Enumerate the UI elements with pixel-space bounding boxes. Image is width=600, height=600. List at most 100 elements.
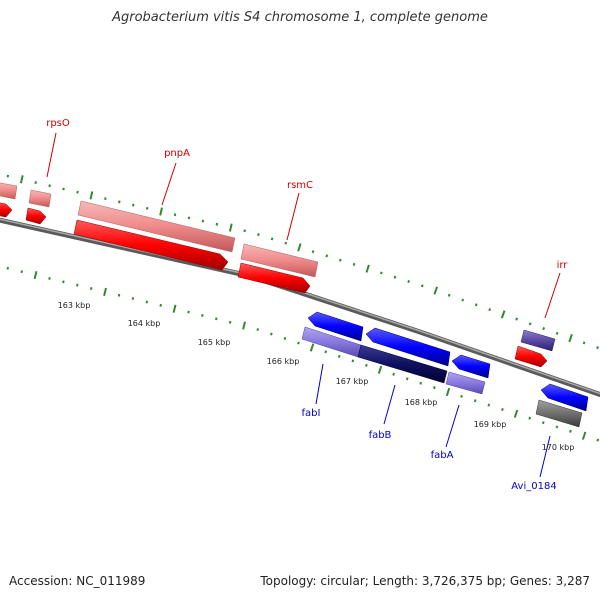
minor-tick (365, 363, 368, 367)
major-tick (19, 175, 24, 184)
minor-tick (118, 200, 121, 204)
minor-tick (89, 287, 93, 290)
minor-tick (419, 381, 423, 385)
minor-tick (145, 206, 149, 210)
gene-feature[interactable] (25, 207, 47, 225)
gene-feature[interactable] (237, 262, 311, 294)
minor-tick (473, 399, 477, 403)
minor-tick (270, 237, 274, 241)
minor-tick (324, 350, 328, 354)
gene-feature[interactable] (73, 219, 229, 271)
major-tick (172, 304, 177, 313)
minor-tick (420, 284, 424, 288)
minor-tick (542, 327, 546, 331)
minor-tick (380, 271, 383, 275)
gene-feature[interactable] (240, 243, 319, 278)
scale-label-163: 163 kbp (58, 301, 91, 310)
gene-label-faba[interactable]: fabA (431, 450, 454, 461)
minor-tick (243, 229, 246, 233)
scale-label-169: 169 kbp (474, 420, 507, 429)
gene-feature[interactable] (0, 202, 13, 218)
minor-tick (6, 174, 10, 178)
accession-label: Accession: NC_011989 (9, 574, 146, 588)
minor-tick (62, 187, 65, 191)
gene-feature[interactable] (535, 399, 583, 428)
minor-tick (488, 308, 492, 312)
gene-feature[interactable] (357, 344, 448, 384)
minor-tick (393, 275, 397, 279)
scale-label-165: 165 kbp (198, 338, 231, 347)
gene-feature[interactable] (445, 371, 486, 395)
outer-tick-ring (6, 174, 599, 350)
scale-label-167: 167 kbp (336, 377, 369, 386)
minor-tick (48, 184, 51, 188)
minor-tick (173, 213, 177, 217)
minor-tick (34, 181, 37, 185)
major-tick (513, 409, 519, 418)
gene-label-irr[interactable]: irr (557, 260, 569, 271)
gene-label-avi-0184[interactable]: Avi_0184 (511, 481, 556, 492)
minor-tick (283, 336, 287, 341)
minor-tick (460, 394, 463, 398)
gene-feature[interactable] (0, 182, 18, 200)
minor-tick (325, 254, 329, 258)
minor-tick (132, 203, 135, 207)
scale-label-170: 170 kbp (542, 443, 575, 452)
minor-tick (131, 297, 135, 301)
major-tick (297, 243, 302, 252)
inner-tick-ring (6, 266, 600, 442)
minor-tick (392, 372, 395, 376)
scale-label-166: 166 kbp (267, 357, 300, 366)
major-tick (33, 270, 38, 280)
minor-tick (515, 317, 519, 321)
minor-tick (104, 197, 107, 201)
minor-tick (461, 298, 465, 302)
minor-tick (215, 222, 219, 226)
major-tick (159, 207, 163, 216)
gene-label-rpso[interactable]: rpsO (46, 118, 70, 129)
major-tick (568, 333, 573, 343)
major-tick (89, 191, 94, 200)
minor-tick (555, 425, 559, 429)
minor-tick (6, 266, 10, 270)
gene-feature[interactable] (520, 329, 556, 352)
gene-feature[interactable] (365, 327, 451, 367)
gene-feature[interactable] (451, 354, 491, 379)
minor-tick (201, 219, 205, 223)
gene-label-pnpa[interactable]: pnpA (164, 148, 190, 159)
gene-feature[interactable] (307, 311, 364, 342)
gene-label-rsmc[interactable]: rsmC (287, 180, 313, 191)
minor-tick (297, 341, 300, 345)
major-tick (445, 387, 451, 397)
minor-tick (62, 280, 65, 284)
major-tick (377, 365, 383, 374)
minor-tick (228, 320, 232, 324)
reverse-genes (301, 311, 589, 428)
gene-feature[interactable] (514, 345, 548, 368)
minor-tick (528, 416, 532, 420)
gene-label-leaders (46, 132, 561, 478)
gene-feature[interactable] (77, 200, 236, 253)
gene-label-fabi[interactable]: fabI (302, 408, 321, 419)
major-tick (433, 286, 439, 295)
minor-tick (351, 359, 355, 363)
minor-tick (187, 310, 190, 314)
minor-tick (256, 328, 260, 332)
minor-tick (555, 331, 559, 335)
minor-tick (215, 317, 218, 321)
topology-summary: Topology: circular; Length: 3,726,375 bp… (260, 574, 590, 588)
gene-feature[interactable] (540, 383, 589, 412)
minor-tick (117, 293, 121, 297)
minor-tick (596, 438, 600, 442)
minor-tick (582, 341, 586, 345)
gene-feature[interactable] (28, 189, 52, 208)
major-tick (365, 264, 370, 273)
minor-tick (311, 250, 315, 254)
minor-tick (339, 258, 342, 262)
minor-tick (352, 262, 356, 266)
minor-tick (76, 283, 79, 287)
minor-tick (270, 332, 273, 336)
gene-label-fabb[interactable]: fabB (369, 430, 392, 441)
